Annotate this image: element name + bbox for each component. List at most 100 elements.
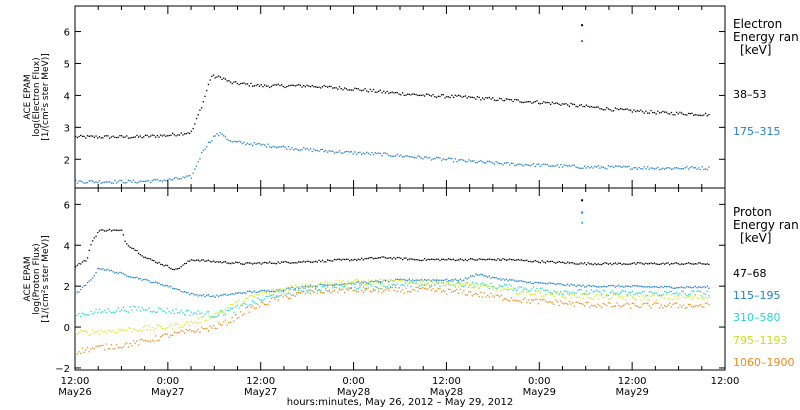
proton-series-4-point (444, 284, 446, 287)
proton-series-3-point (512, 289, 514, 291)
proton-series-5-point (327, 290, 329, 292)
electron-series-2-point (333, 152, 336, 154)
proton-series-1-point (682, 263, 684, 265)
proton-series-2-point (708, 287, 710, 289)
electron-series-2-point (347, 150, 349, 153)
proton-series-5-point (168, 336, 170, 338)
electron-series-2-point (504, 162, 506, 164)
electron-series-2-point (606, 168, 608, 170)
proton-series-3-point (417, 286, 419, 288)
xtick-time-label: 12:00 (618, 376, 647, 387)
proton-series-5-point (432, 288, 434, 290)
proton-series-4-point (602, 297, 604, 299)
proton-series-5-point (201, 326, 203, 328)
proton-series-2-point (539, 282, 541, 284)
proton-series-3-point (572, 291, 574, 293)
proton-series-2-point (531, 282, 533, 285)
proton-series-5-point (521, 301, 523, 304)
proton-series-5-point (185, 328, 187, 331)
proton-series-4-point (281, 289, 283, 291)
electron-series-1-point (81, 135, 84, 137)
electron-series-2-point (538, 163, 540, 165)
proton-series-1-point (117, 229, 119, 232)
proton-series-4-point (192, 322, 194, 325)
proton-series-3-point (124, 309, 126, 312)
proton-series-4-point (379, 278, 381, 281)
electron-series-1-point (284, 86, 286, 89)
proton-series-2-point (367, 282, 370, 284)
proton-series-3-point (161, 310, 164, 312)
proton-series-2-point (316, 285, 318, 288)
electron-series-2-point (289, 148, 291, 151)
proton-series-1-point (138, 252, 140, 254)
proton-series-1-point (609, 262, 611, 264)
electron-series-2-point (630, 168, 632, 170)
proton-series-3-point (228, 309, 230, 311)
proton-series-2-point (594, 285, 596, 287)
electron-series-2-point (565, 164, 567, 167)
proton-series-3-point (604, 290, 606, 292)
electron-series-1-point (264, 84, 266, 86)
electron-series-2-point (415, 157, 417, 159)
electron-series-1-point (641, 111, 644, 113)
proton-series-3-point (514, 287, 516, 289)
proton-series-4-point (369, 281, 371, 284)
proton-series-1-point (364, 258, 366, 260)
electron-series-2-point (432, 158, 434, 160)
xtick-date-label: May28 (337, 387, 370, 398)
proton-series-2-point (229, 293, 232, 295)
proton-series-1-point (621, 263, 623, 266)
proton-series-3-point (141, 307, 143, 309)
proton-series-3-point (355, 288, 358, 290)
electron-series-2-point (417, 155, 419, 157)
proton-series-4-point (599, 294, 601, 296)
proton-series-4-point (408, 280, 410, 282)
proton-series-1-point (107, 229, 109, 231)
proton-series-5-point (590, 304, 593, 307)
electron-series-2-point (270, 146, 273, 149)
proton-series-2-point (235, 292, 237, 294)
electron-series-2-point (381, 155, 383, 157)
electron-series-2-point (173, 177, 175, 179)
proton-series-4-point (407, 280, 409, 282)
electron-series-1-point (109, 137, 111, 139)
proton-series-5-point (214, 327, 216, 329)
proton-series-1-point (687, 262, 690, 264)
xtick-time-label: 0:00 (342, 376, 364, 387)
electron-series-1-point (405, 94, 407, 96)
proton-series-3-point (189, 314, 191, 316)
electron-series-1-point (512, 100, 514, 103)
proton-series-1-point (298, 261, 300, 263)
proton-series-1-point (224, 261, 227, 263)
proton-series-3-point (369, 283, 371, 285)
proton-series-4-point (703, 298, 705, 300)
xtick-time-label: 12:00 (61, 376, 90, 387)
electron-series-2-point (696, 168, 698, 170)
electron-series-2-point (92, 180, 94, 182)
electron-series-1-point (521, 101, 523, 103)
proton-series-1-point (519, 259, 521, 261)
electron-series-2-point (126, 181, 128, 184)
proton-series-4-point (299, 287, 301, 289)
proton-series-5-point (701, 306, 703, 308)
proton-series-5 (75, 286, 710, 355)
electron-series-1-point (582, 105, 584, 108)
proton-series-5-point (658, 307, 661, 309)
proton-series-5-point (78, 351, 80, 353)
proton-series-1-point (190, 259, 193, 261)
proton-series-1-point (342, 258, 344, 260)
proton-series-3-point (359, 284, 361, 287)
proton-series-3-point (340, 284, 342, 286)
electron-series-2-point (645, 168, 647, 170)
electron-series-1-point (435, 96, 438, 99)
electron-series-1-point (134, 136, 136, 138)
proton-series-3-point (534, 290, 536, 292)
proton-series-5-point (427, 288, 429, 290)
proton-series-4-point (386, 279, 388, 282)
proton-series-1-point (265, 262, 267, 264)
proton-series-1-point (92, 240, 94, 242)
proton-series-4-point (332, 283, 334, 285)
electron-series-2-point (641, 168, 644, 170)
proton-series-4-point (342, 280, 344, 282)
proton-series-1-point (323, 261, 325, 263)
